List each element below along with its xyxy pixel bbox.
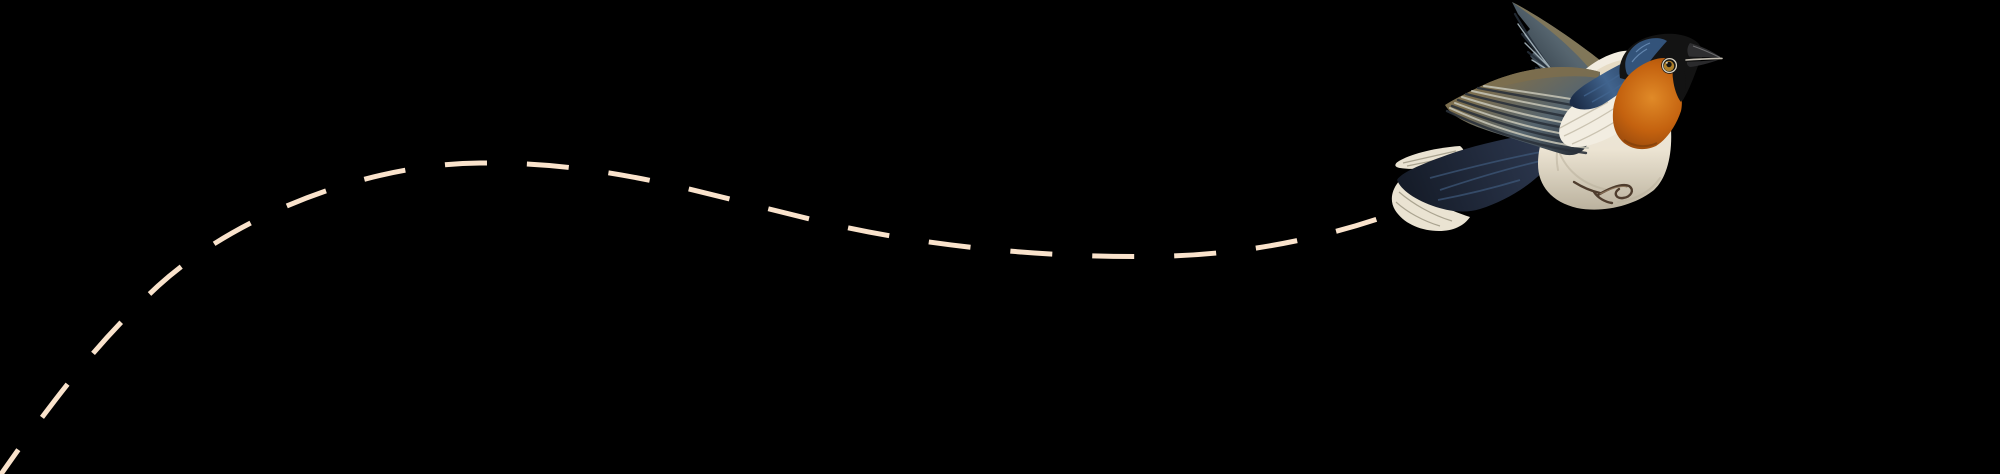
near-wing-feather-rows-dark [1445,86,1596,155]
feet-claw-curls [1572,180,1634,205]
throat-orange-patch [1612,58,1682,150]
bird-beak [1685,43,1723,67]
crown-sheen-lines [1631,42,1651,63]
eye-glint [1665,61,1668,64]
bird-tail [1391,130,1568,231]
beak-lower-mandible [1686,59,1719,67]
beak-gape-line [1685,57,1723,61]
near-wing-leading-band [1452,67,1600,102]
throat-lower-rim [1623,139,1658,148]
bird-head [1612,33,1723,150]
flight-path-dashed-line [0,160,1393,474]
crown-blue-patch [1625,38,1667,78]
swallow-bird-illustration [1391,2,1723,231]
eye-pale-ring [1661,57,1678,74]
near-wing-feather-rows-light [1449,85,1596,149]
tail-white-lower-streaks [1395,191,1453,227]
tail-dark-feathers [1397,130,1568,212]
bird-feet [1572,180,1634,205]
beak-top-highlight [1692,45,1721,58]
feet-highlight [1599,186,1628,195]
bird-eye [1661,57,1678,74]
